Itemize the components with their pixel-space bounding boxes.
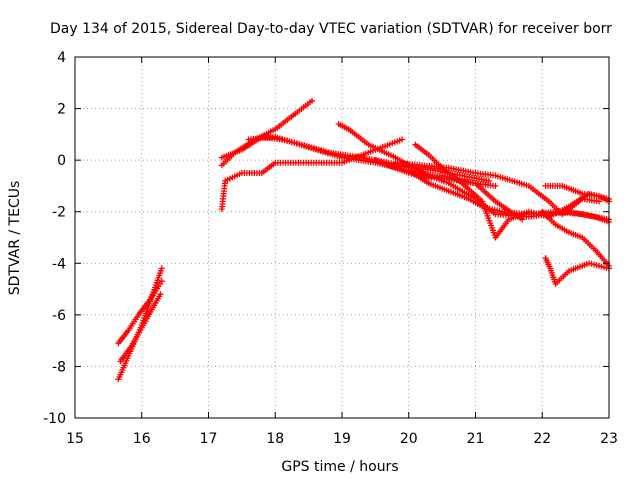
chart-title: Day 134 of 2015, Sidereal Day-to-day VTE…: [50, 21, 612, 37]
x-tick-label: 20: [400, 431, 418, 447]
x-tick-label: 15: [66, 431, 84, 447]
x-axis-title: GPS time / hours: [281, 459, 398, 475]
series-arc-p: [539, 208, 612, 269]
series-arc-l: [412, 141, 499, 241]
series-layer: [115, 97, 612, 383]
y-tick-label: -6: [52, 308, 66, 324]
y-tick-label: -2: [52, 205, 66, 221]
y-tick-label: 2: [57, 102, 66, 118]
x-tick-label: 23: [600, 431, 618, 447]
x-tick-label: 16: [133, 431, 151, 447]
series-arc-b: [115, 278, 165, 347]
x-tick-label: 18: [266, 431, 284, 447]
x-tick-label: 21: [467, 431, 485, 447]
y-tick-label: 4: [57, 50, 66, 66]
y-tick-label: 0: [57, 153, 66, 169]
series-arc-a: [115, 265, 165, 383]
x-tick-label: 22: [533, 431, 551, 447]
series-arc-c: [117, 291, 164, 365]
y-tick-label: -10: [43, 411, 66, 427]
y-tick-label: -8: [52, 359, 66, 375]
grid: [75, 57, 609, 418]
series-arc-n: [542, 182, 612, 205]
y-axis-title: SDTVAR / TECUs: [7, 181, 23, 296]
y-tick-label: -4: [52, 256, 66, 272]
x-tick-label: 19: [333, 431, 351, 447]
series-arc-o: [542, 255, 612, 287]
axis-ticks: 15 16 17 18 19 20 21 22 23 -10 -8 -6 -4 -2 0 2 4: [43, 50, 618, 447]
x-tick-label: 17: [200, 431, 218, 447]
series-arc-d: [218, 97, 315, 169]
